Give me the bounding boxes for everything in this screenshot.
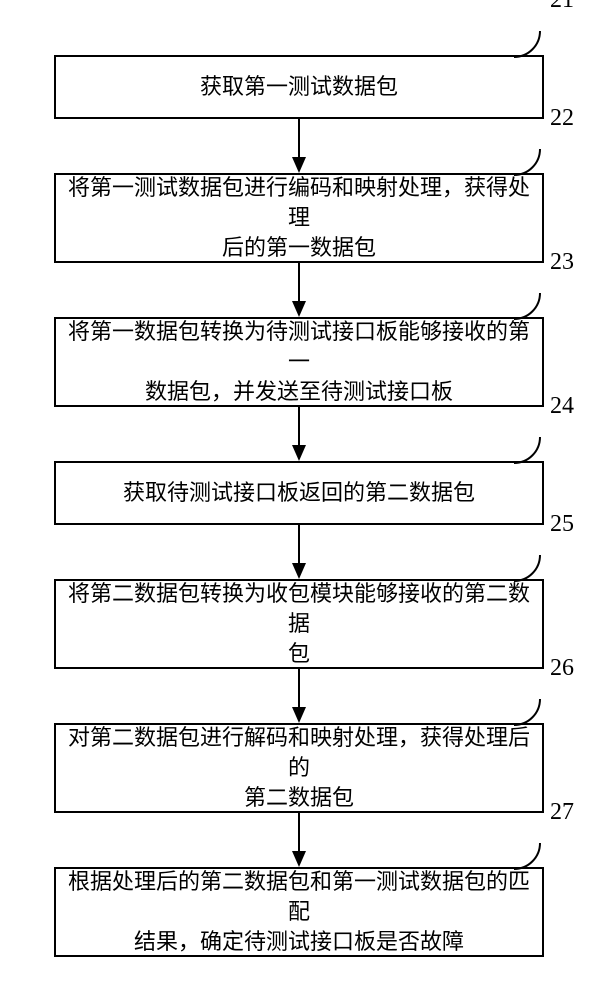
callout-curve bbox=[506, 691, 548, 733]
callout-curve bbox=[506, 285, 548, 327]
step-number-label: 27 bbox=[550, 799, 574, 826]
step-number-label: 24 bbox=[550, 393, 574, 420]
flow-node: 获取待测试接口板返回的第二数据包 bbox=[54, 461, 544, 525]
flow-node-text: 将第一数据包转换为待测试接口板能够接收的第一 数据包，并发送至待测试接口板 bbox=[56, 317, 542, 407]
flow-node: 将第一数据包转换为待测试接口板能够接收的第一 数据包，并发送至待测试接口板 bbox=[54, 317, 544, 407]
flow-node-text: 将第一测试数据包进行编码和映射处理，获得处理 后的第一数据包 bbox=[56, 173, 542, 263]
flow-node: 将第一测试数据包进行编码和映射处理，获得处理 后的第一数据包 bbox=[54, 173, 544, 263]
flow-arrow bbox=[285, 669, 313, 723]
flow-arrow bbox=[285, 525, 313, 579]
step-number-label: 21 bbox=[550, 0, 574, 14]
flow-arrow bbox=[285, 813, 313, 867]
flow-node-text: 获取待测试接口板返回的第二数据包 bbox=[115, 478, 483, 508]
flow-node-text: 对第二数据包进行解码和映射处理，获得处理后的 第二数据包 bbox=[56, 723, 542, 813]
step-number-label: 22 bbox=[550, 105, 574, 132]
callout-curve bbox=[506, 23, 548, 65]
flow-node: 根据处理后的第二数据包和第一测试数据包的匹配 结果，确定待测试接口板是否故障 bbox=[54, 867, 544, 957]
step-number-label: 26 bbox=[550, 655, 574, 682]
flowchart-container: 获取第一测试数据包将第一测试数据包进行编码和映射处理，获得处理 后的第一数据包将… bbox=[0, 0, 596, 1000]
flow-node: 对第二数据包进行解码和映射处理，获得处理后的 第二数据包 bbox=[54, 723, 544, 813]
flow-arrow bbox=[285, 263, 313, 317]
callout-curve bbox=[506, 429, 548, 471]
flow-node: 将第二数据包转换为收包模块能够接收的第二数据 包 bbox=[54, 579, 544, 669]
flow-arrow bbox=[285, 119, 313, 173]
flow-node-text: 获取第一测试数据包 bbox=[192, 72, 406, 102]
callout-curve bbox=[506, 547, 548, 589]
flow-node-text: 根据处理后的第二数据包和第一测试数据包的匹配 结果，确定待测试接口板是否故障 bbox=[56, 867, 542, 957]
step-number-label: 23 bbox=[550, 249, 574, 276]
step-number-label: 25 bbox=[550, 511, 574, 538]
flow-arrow bbox=[285, 407, 313, 461]
callout-curve bbox=[506, 141, 548, 183]
flow-node: 获取第一测试数据包 bbox=[54, 55, 544, 119]
flow-node-text: 将第二数据包转换为收包模块能够接收的第二数据 包 bbox=[56, 579, 542, 669]
callout-curve bbox=[506, 835, 548, 877]
